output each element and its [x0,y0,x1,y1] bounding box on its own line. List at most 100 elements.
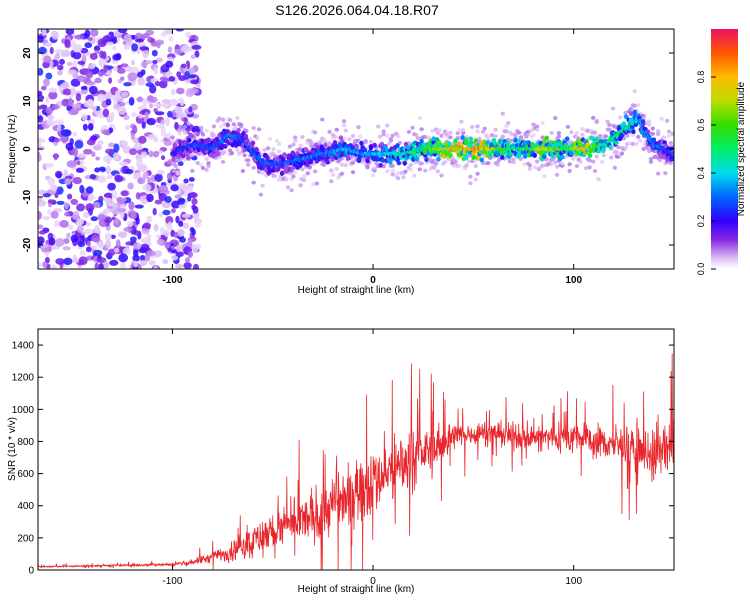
spectrogram-cell [130,131,136,141]
spectrogram-cell [97,214,107,222]
spectrogram-cell [132,242,142,249]
spectrogram-cell [403,169,408,174]
spectrogram-cell [188,106,193,113]
spectrogram-cell [457,164,462,169]
y-tick-label: 1200 [12,373,35,384]
spectrogram-cell [300,167,305,172]
spectrogram-cell [89,52,98,60]
spectrogram-cell [217,116,222,121]
spectrogram-cell [468,181,473,186]
y-tick-label: 400 [17,501,34,512]
spectrogram-cell [149,103,154,109]
spectrogram-cell [168,76,176,82]
spectrogram-cell [455,131,460,136]
spectrogram-cell [146,250,156,257]
spectrogram-cell [156,238,165,245]
spectrogram-cell [85,81,96,86]
spectrogram-cell [183,178,189,184]
spectrogram-cell [171,254,179,261]
spectrogram-cell [113,143,120,153]
spectrogram-cell [70,234,78,243]
spectrogram-cell [112,103,121,110]
spectrogram-cell [88,63,96,70]
spectrogram-cell [72,51,82,60]
spectrogram-cell [343,128,348,133]
spectrogram-image [38,29,674,269]
spectrogram-cell [64,178,72,185]
spectrogram-cell [99,50,104,59]
y-tick-label: 200 [17,533,34,544]
spectrogram-cell [614,150,619,155]
spectrogram-cell [388,138,394,143]
spectrogram-cell [97,175,107,183]
spectrogram-cell [276,142,282,147]
spectrogram-cell [56,200,65,206]
spectrogram-cell [175,170,181,176]
spectrogram-cell [170,88,176,96]
snr-y-label: SNR (10 * v/v) [7,417,18,481]
spectrogram-cell [525,132,531,137]
spectrogram-cell [378,162,383,168]
spectrogram-cell [162,209,171,216]
spectrogram-cell [180,63,187,69]
spectrogram-cell [45,72,53,80]
spectrogram-cell [285,185,291,190]
spectrogram-cell [141,49,150,58]
spectrogram-cell [166,172,173,181]
spectrogram-cell [334,127,339,132]
spectrogram-cell [516,130,522,135]
spectrogram-cell [133,260,138,268]
spectrogram-cell [171,200,181,209]
colorbar-tick-label: 0.2 [696,215,706,228]
spectrogram-cell [120,262,127,269]
spectrogram-cell [77,75,87,82]
spectrogram-cell [585,128,590,133]
spectrogram-cell [666,129,672,134]
spectrogram-cell [97,241,104,249]
spectrogram-cell [361,157,367,162]
spectrogram-cell [542,174,547,179]
spectrogram-cell [170,135,175,140]
spectrogram-cell [497,157,502,162]
x-tick-label: 100 [565,576,582,587]
spectrogram-cell [325,159,330,165]
spectrogram-cell [262,147,267,152]
spectrogram-cell [469,159,475,164]
spectrogram-cell [395,176,401,181]
spectrogram-cell [97,38,107,48]
spectrogram-cell [260,171,265,176]
spectrogram-cell [664,118,670,123]
spectrogram-cell [156,57,163,63]
spectrogram-cell [136,71,144,78]
spectrogram-cell [83,228,94,235]
spectrogram-cell [75,93,82,102]
spectrogram-cell [174,121,179,130]
spectrogram-cell [522,162,527,167]
spectrogram-cell [211,124,217,129]
spectrogram-cell [104,208,111,214]
spectrogram-cell [183,262,192,269]
spectrogram-cell [596,177,601,182]
spectrogram-cell [350,160,356,165]
spectrogram-cell [47,114,55,121]
spectrogram-cell [122,247,131,256]
spectrogram-cell [560,161,565,166]
spectrogram-cell [235,148,240,153]
spectrogram-cell [651,137,657,143]
spectrogram-cell [447,141,452,146]
spectrogram-cell [190,168,195,173]
spectrogram-cell [265,146,271,151]
spectrogram-cell [228,118,233,123]
spectrogram-cell [72,60,77,70]
spectrogram-cell [83,148,93,155]
snr-panel: -100 0 100 0 200 400 600 800 1000 1200 1400 Heigh… [7,328,675,595]
spectrogram-cell [395,170,401,175]
spectrogram-cell [527,167,533,172]
spectrogram-cell [200,166,206,171]
spectrogram-cell [668,161,673,166]
spectrogram-cell [312,169,318,174]
spectrogram-cell [177,161,184,167]
spectrogram-cell [320,117,325,122]
spectrogram-cell [142,98,147,107]
